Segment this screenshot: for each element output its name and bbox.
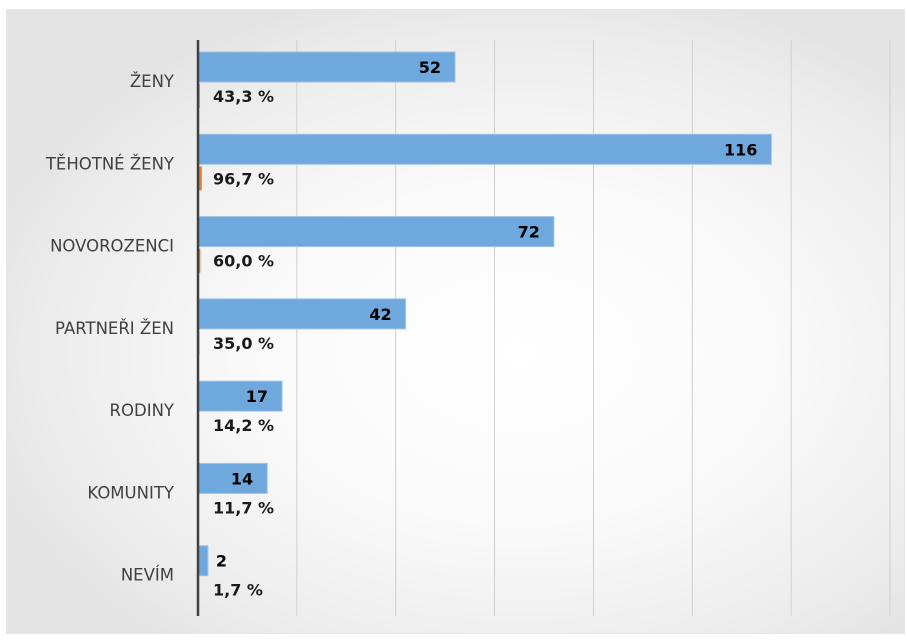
category-label: PARTNEŘI ŽEN (55, 319, 174, 338)
value-label: 2 (216, 552, 227, 571)
value-label: 14 (231, 469, 253, 488)
bar-count (197, 462, 268, 494)
value-label: 52 (419, 58, 441, 77)
value-label: 17 (246, 387, 268, 406)
category-label: ŽENY (130, 72, 175, 91)
percent-label: 35,0 % (213, 334, 274, 353)
category-label: NOVOROZENCI (50, 237, 174, 256)
value-label: 72 (518, 223, 540, 242)
percent-label: 60,0 % (213, 252, 274, 271)
bar-count (197, 298, 407, 330)
percent-label: 14,2 % (213, 416, 274, 435)
bars (197, 51, 772, 602)
chart-background (6, 9, 905, 634)
category-label: NEVÍM (121, 566, 174, 585)
category-label: RODINY (110, 401, 175, 420)
bar-count (197, 133, 772, 165)
value-label: 42 (369, 305, 391, 324)
bar-count (197, 216, 555, 248)
bar-count (197, 51, 456, 83)
category-label: TĚHOTNÉ ŽENY (45, 154, 175, 173)
bar-count (197, 545, 209, 577)
percent-label: 11,7 % (213, 498, 274, 517)
labels: ŽENY 52 43,3 % TĚHOTNÉ ŽENY 116 96,7 % NOVOROZ… (45, 58, 758, 600)
percent-label: 1,7 % (213, 581, 263, 600)
percent-label: 43,3 % (213, 87, 274, 106)
percent-label: 96,7 % (213, 169, 274, 188)
category-label: KOMUNITY (87, 483, 175, 502)
value-label: 116 (724, 140, 757, 159)
bar-count (197, 380, 283, 412)
bar-percent (198, 166, 202, 191)
